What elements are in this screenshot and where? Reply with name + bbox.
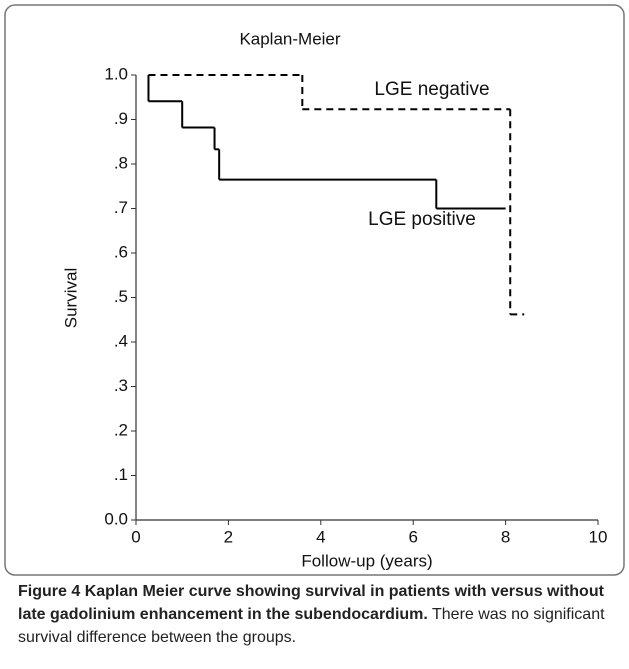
y-tick-label: .2 [114, 420, 128, 439]
y-tick-label: .5 [114, 287, 128, 306]
x-tick-label: 8 [501, 527, 510, 546]
y-tick-label: 0.0 [104, 509, 128, 528]
caption-bold: Kaplan Meier curve showing survival in p… [18, 583, 604, 623]
y-axis-label: Survival [61, 268, 80, 328]
caption-text: There was no significant survival differ… [18, 606, 605, 646]
y-tick-label: 1.0 [104, 64, 128, 83]
figure-border [4, 4, 625, 576]
y-tick-label: .9 [114, 109, 128, 128]
chart: Kaplan-Meier Follow-up (years) Survival … [4, 4, 625, 576]
x-tick-label: 2 [224, 527, 233, 546]
x-tick-label: 0 [131, 527, 140, 546]
caption-label: Figure 4 [18, 583, 81, 600]
x-tick-label: 6 [408, 527, 417, 546]
y-tick-label: .8 [114, 153, 128, 172]
x-axis-label: Follow-up (years) [301, 551, 432, 570]
x-tick-label: 4 [316, 527, 325, 546]
series-label: LGE negative [374, 79, 489, 100]
y-tick-label: .1 [114, 465, 128, 484]
x-tick-label: 10 [589, 527, 608, 546]
y-tick-label: .6 [114, 242, 128, 261]
series-label: LGE positive [368, 209, 476, 230]
y-tick-label: .7 [114, 198, 128, 217]
caption: Figure 4 Kaplan Meier curve showing surv… [18, 580, 618, 649]
y-tick-label: .3 [114, 376, 128, 395]
chart-title: Kaplan-Meier [239, 29, 340, 48]
y-tick-label: .4 [114, 331, 128, 350]
